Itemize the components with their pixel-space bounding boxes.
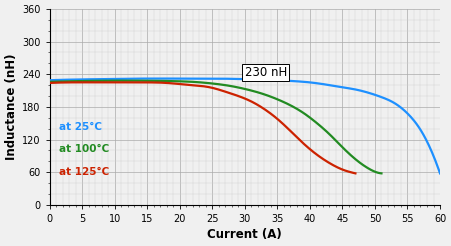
Text: 230 nH: 230 nH	[245, 66, 287, 79]
X-axis label: Current (A): Current (A)	[207, 228, 282, 241]
Text: at 125°C: at 125°C	[60, 167, 110, 177]
Text: at 100°C: at 100°C	[60, 144, 110, 154]
Y-axis label: Inductance (nH): Inductance (nH)	[5, 54, 18, 160]
Text: at 25°C: at 25°C	[60, 122, 102, 132]
